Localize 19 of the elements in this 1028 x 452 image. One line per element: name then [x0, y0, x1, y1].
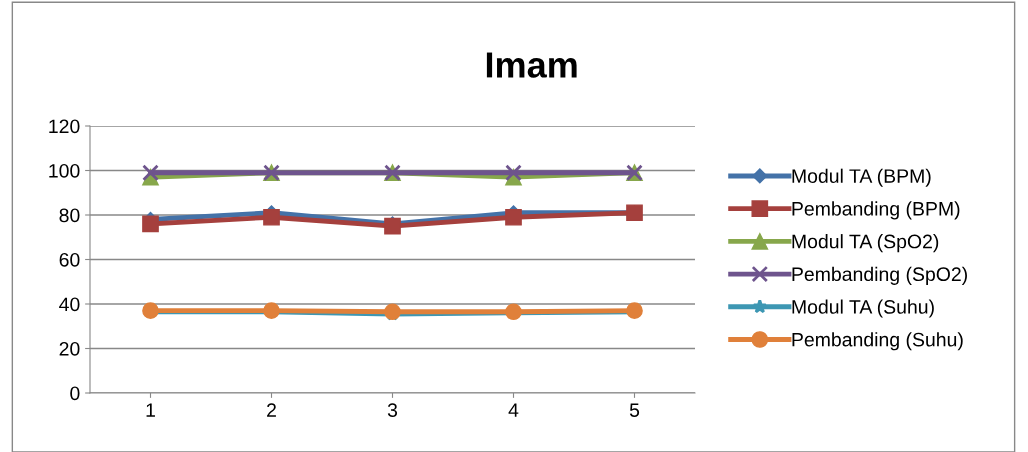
y-tick-label: 20 [59, 341, 80, 356]
legend-label: Modul TA (Suhu) [792, 299, 934, 318]
y-tick-label: 100 [49, 163, 80, 178]
x-tick-label: 4 [508, 403, 519, 417]
y-tick-label: 120 [49, 119, 80, 134]
legend-label: Pembanding (BPM) [792, 201, 960, 220]
legend-label: Pembanding (SpO2) [792, 266, 967, 285]
y-tick-label: 40 [59, 297, 80, 312]
y-tick-label: 0 [70, 386, 80, 401]
legend-label: Modul TA (BPM) [792, 168, 931, 187]
y-tick-label: 80 [59, 208, 80, 223]
x-tick-label: 3 [387, 403, 398, 417]
x-tick-label: 1 [146, 403, 155, 417]
chart-title: Imam [486, 52, 577, 78]
x-tick-label: 2 [267, 403, 276, 417]
y-tick-label: 60 [59, 252, 80, 267]
x-tick-label: 5 [629, 403, 640, 417]
legend-label: Modul TA (SpO2) [792, 234, 939, 253]
legend-label: Pembanding (Suhu) [792, 332, 963, 351]
